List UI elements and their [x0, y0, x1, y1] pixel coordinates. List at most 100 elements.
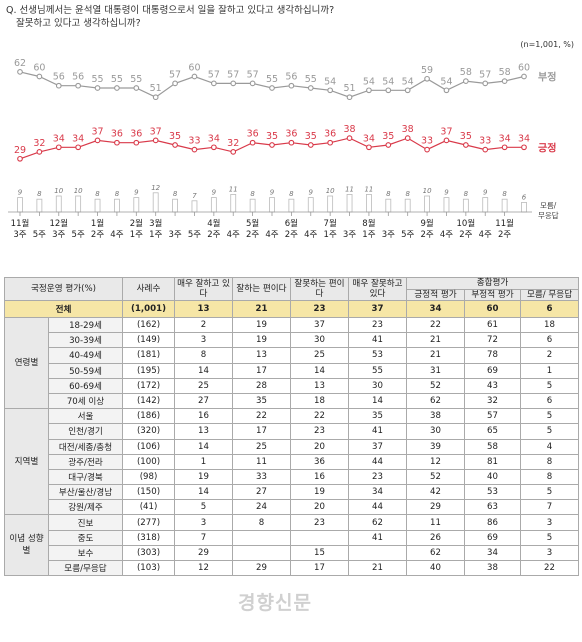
table-row: 50-59세 (195) 14 17 14 55 31 69 1 [5, 362, 580, 379]
dk-bar [133, 197, 140, 213]
cell-value: 14 [348, 392, 408, 410]
table-row: 보수 (303) 29 15 62 34 3 [5, 544, 580, 562]
positive-data-label: 34 [518, 133, 530, 144]
row-label: 강원/제주 [47, 499, 124, 516]
positive-point [404, 135, 411, 141]
positive-point [346, 135, 353, 141]
cell-value: 28 [232, 377, 292, 394]
dk-bar [366, 193, 372, 213]
cell-value: 5 [520, 423, 580, 440]
dk-bar [521, 201, 527, 213]
header-dk: 모름/ 무응답 [520, 288, 580, 301]
cell-value: 17 [290, 559, 350, 577]
header-very-bad: 매우 잘못하고 있다 [348, 277, 408, 301]
cell-value: 22 [232, 408, 292, 425]
cell-value: 33 [232, 468, 292, 486]
watermark: 경향신문 [238, 592, 312, 614]
cell-value [232, 544, 292, 562]
dk-bar [501, 198, 508, 213]
negative-data-label: 57 [247, 69, 259, 80]
positive-data-label: 34 [72, 133, 84, 144]
row-label: 70세 이상 [47, 392, 124, 410]
x-tick-label-week: 1주 [324, 230, 337, 240]
cell-value: 27 [232, 484, 292, 501]
sample-note: (n=1,001, %) [520, 40, 574, 49]
cell-value: 40 [464, 468, 522, 486]
row-n: (277) [122, 514, 176, 531]
positive-point [55, 144, 62, 151]
negative-point [191, 73, 198, 80]
x-tick-label-week: 3주 [382, 230, 395, 240]
cell-value: 23 [290, 423, 350, 440]
positive-data-label: 35 [266, 131, 278, 142]
cell-value: 19 [232, 316, 292, 334]
x-tick-label-month: 4월 [207, 218, 220, 229]
negative-data-label: 62 [14, 58, 26, 69]
x-tick-label-week: 4주 [440, 230, 453, 240]
dk-bar [36, 198, 43, 213]
x-tick-label-month: 8월 [362, 218, 375, 229]
cell-value: 22 [406, 316, 466, 334]
dk-data-label: 9 [134, 189, 139, 197]
cell-value: 19 [290, 484, 350, 501]
evaluation-table: 국정운영 평가(%) 사례수 매우 잘하고 있다 잘하는 편이다 잘못하는 편이… [3, 277, 580, 577]
cell-value: 78 [464, 347, 522, 364]
cell-value: 57 [464, 408, 522, 425]
negative-point [210, 80, 217, 87]
dk-data-label: 9 [444, 189, 449, 197]
group-name: 이념 성향별 [9, 534, 44, 557]
negative-data-label: 56 [285, 72, 297, 83]
row-n: (106) [122, 438, 176, 455]
cell-value: 7 [520, 499, 580, 516]
cell-value: 17 [232, 362, 292, 379]
cell-value: 41 [348, 423, 408, 440]
cell-value: 40 [406, 559, 466, 577]
positive-point [482, 146, 489, 153]
negative-data-label: 55 [91, 74, 103, 85]
negative-point [307, 85, 314, 91]
dk-data-label: 8 [386, 190, 391, 198]
x-tick-label-week: 4주 [110, 230, 123, 240]
cell-value: 19 [174, 468, 234, 486]
row-label: 60-69세 [47, 377, 124, 394]
row-n: (142) [122, 392, 176, 410]
positive-point [133, 139, 140, 146]
x-tick-label-week: 3주 [13, 230, 26, 240]
x-tick-label-week: 4주 [227, 230, 240, 240]
x-tick-label-month: 9월 [420, 218, 433, 229]
positive-point [307, 142, 314, 148]
dk-data-label: 9 [18, 189, 23, 197]
dk-data-label: 11 [364, 185, 373, 193]
negative-point [482, 80, 489, 87]
cell-value: 25 [174, 377, 234, 394]
positive-data-label: 36 [130, 129, 142, 140]
dk-bar [385, 198, 392, 213]
question-line-2: 잘못하고 있다고 생각하십니까? [16, 18, 141, 29]
cell-value: 35 [232, 392, 292, 410]
positive-data-label: 36 [247, 129, 259, 140]
positive-point [385, 142, 392, 148]
table-row: 강원/제주 (41) 5 24 20 44 29 63 7 [5, 499, 580, 516]
cell-value: 26 [406, 529, 466, 546]
cell-value: 30 [348, 377, 408, 394]
cell-value: 24 [232, 499, 292, 516]
cell-value: 3 [520, 514, 580, 531]
negative-point [133, 85, 140, 91]
x-tick-label-month: 2월 [130, 218, 143, 229]
group-label: 연령별 [4, 316, 49, 410]
x-tick-label-week: 5주 [33, 230, 46, 240]
dk-bar [288, 198, 295, 213]
cell-value: 23 [348, 468, 408, 486]
dk-bar [152, 192, 159, 213]
cell-value: 81 [464, 453, 522, 470]
cell-value: 52 [406, 468, 466, 486]
cell-value: 43 [464, 377, 522, 394]
positive-data-label: 38 [402, 124, 414, 135]
positive-point [114, 139, 120, 146]
positive-point [172, 142, 178, 148]
cell-value: 5 [520, 377, 580, 394]
legend-negative: 부정 [538, 71, 556, 84]
cell-value: 8 [232, 514, 292, 531]
cell-value: 19 [232, 332, 292, 349]
x-tick-label-week: 3주 [52, 230, 65, 240]
